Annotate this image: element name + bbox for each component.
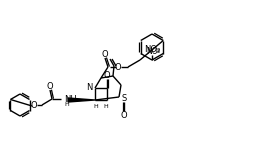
- Text: H: H: [64, 102, 69, 107]
- Text: N: N: [87, 82, 93, 91]
- Text: NO: NO: [146, 46, 158, 56]
- Text: S: S: [121, 93, 127, 102]
- Text: NH: NH: [64, 95, 77, 103]
- Text: H: H: [104, 105, 108, 110]
- Text: O: O: [104, 71, 110, 80]
- Text: NO₂: NO₂: [144, 45, 160, 54]
- Text: H: H: [94, 105, 98, 110]
- Polygon shape: [68, 98, 95, 102]
- Text: O: O: [102, 50, 108, 59]
- Text: O: O: [115, 62, 121, 71]
- Text: O: O: [31, 101, 37, 110]
- Text: O: O: [47, 81, 53, 91]
- Text: O: O: [121, 111, 127, 120]
- Text: 2: 2: [157, 49, 161, 54]
